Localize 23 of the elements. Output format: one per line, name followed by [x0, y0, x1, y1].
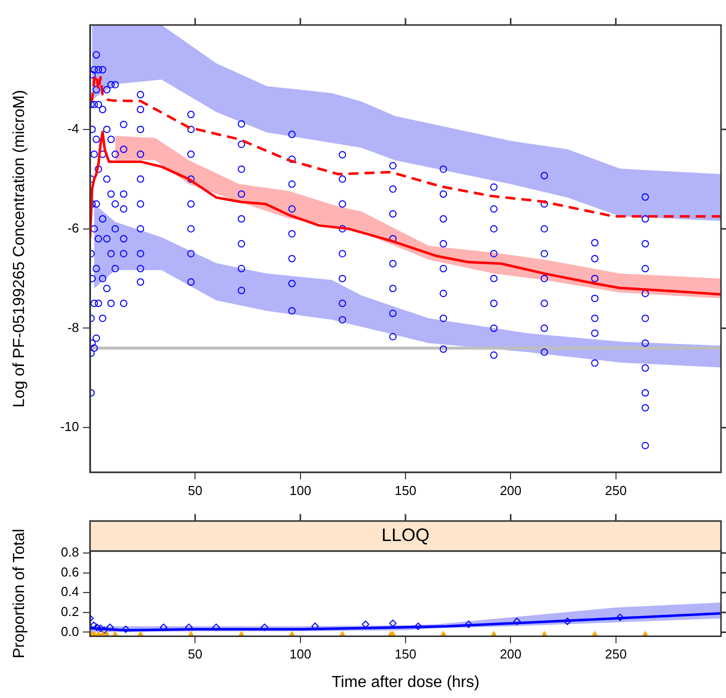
- y-tick-label: -8: [67, 320, 79, 335]
- x-tick-label: 50: [188, 482, 202, 498]
- y-tick-label: 0.8: [60, 544, 79, 560]
- y-tick-label: 0.2: [60, 604, 79, 619]
- y-tick-label: 0.4: [60, 584, 79, 600]
- x-axis-title: Time after dose (hrs): [332, 674, 480, 691]
- y-axis-title: Log of PF-05199265 Concentration (microM): [11, 90, 28, 408]
- x-tick-label: 100: [289, 646, 312, 662]
- x-tick-label: 100: [289, 482, 312, 498]
- y-tick-label: 0.0: [60, 624, 79, 639]
- x-tick-label: 250: [604, 482, 627, 498]
- y-axis-title: Proportion of Total: [11, 528, 28, 658]
- x-tick-label: 250: [604, 646, 627, 662]
- y-tick-label: -10: [60, 419, 79, 434]
- x-tick-label: 200: [500, 646, 522, 662]
- x-tick-label: 150: [394, 646, 416, 662]
- y-tick-label: 0.6: [60, 564, 79, 580]
- y-tick-label: -4: [67, 120, 79, 136]
- x-tick-label: 50: [188, 646, 202, 662]
- y-tick-label: -6: [67, 220, 79, 236]
- x-tick-label: 200: [500, 482, 522, 498]
- x-tick-label: 150: [394, 482, 416, 498]
- chart-title: LLOQ: [381, 524, 430, 545]
